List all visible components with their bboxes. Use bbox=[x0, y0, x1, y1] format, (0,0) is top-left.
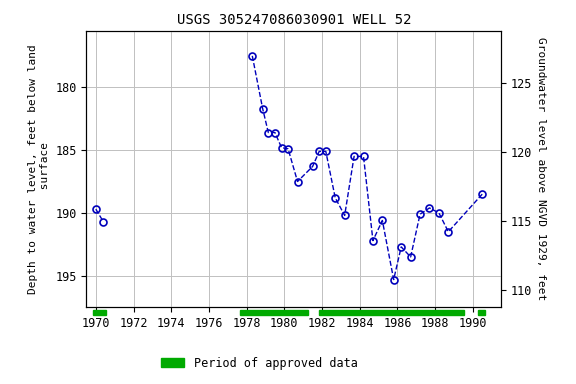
Y-axis label: Depth to water level, feet below land
 surface: Depth to water level, feet below land su… bbox=[28, 44, 50, 294]
Y-axis label: Groundwater level above NGVD 1929, feet: Groundwater level above NGVD 1929, feet bbox=[536, 37, 546, 301]
Legend: Period of approved data: Period of approved data bbox=[156, 352, 362, 374]
Bar bbox=[319, 310, 464, 314]
Title: USGS 305247086030901 WELL 52: USGS 305247086030901 WELL 52 bbox=[176, 13, 411, 27]
Bar bbox=[240, 310, 308, 314]
Bar bbox=[93, 310, 106, 314]
Bar bbox=[478, 310, 485, 314]
